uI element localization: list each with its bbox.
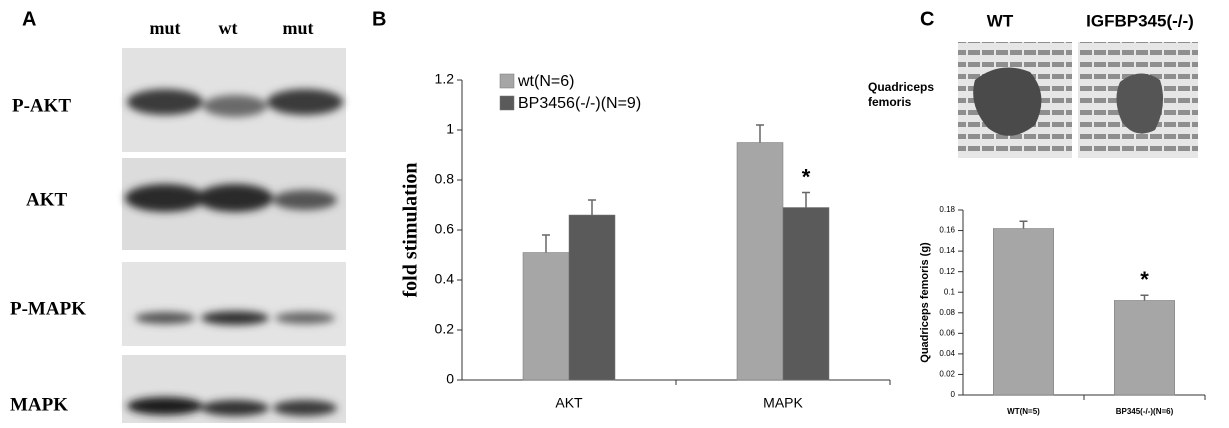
photo-label: WT	[987, 11, 1014, 30]
bar	[736, 142, 784, 381]
y-tick-label: 0.08	[939, 308, 955, 317]
x-tick-label: MAPK	[763, 395, 803, 411]
error-bar	[588, 199, 597, 215]
y-tick-label: 0.4	[435, 271, 455, 287]
row-label: MAPK	[10, 394, 68, 415]
panel-label: C	[920, 8, 934, 30]
row-label: P-MAPK	[10, 298, 86, 319]
row-label: P-AKT	[12, 95, 71, 116]
y-tick-label: 0.8	[435, 171, 455, 187]
error-bar	[1019, 220, 1028, 229]
y-axis-label: Quadriceps femoris (g)	[919, 242, 931, 363]
x-tick-label: WT(N=5)	[1007, 407, 1040, 416]
lane-label: mut	[283, 18, 314, 38]
y-tick-label: 0.6	[435, 221, 455, 237]
lane-label: wt	[219, 18, 238, 38]
y-axis-label: fold stimulation	[400, 162, 422, 297]
row-label: AKT	[26, 189, 68, 210]
bar	[522, 252, 570, 381]
muscle-photos	[958, 42, 1198, 158]
y-tick-label: 0.14	[939, 246, 955, 255]
muscle-label: Quadriceps	[868, 80, 934, 94]
bar	[568, 214, 616, 381]
photo-label: IGFBP345(-/-)	[1086, 11, 1194, 30]
y-tick-label: 0.02	[939, 370, 955, 379]
error-bar	[541, 234, 550, 253]
y-tick-label: 0.06	[939, 328, 955, 337]
bar	[993, 228, 1054, 396]
y-tick-label: 0	[446, 371, 454, 387]
x-tick-label: BP345(-/-)(N=6)	[1116, 407, 1174, 416]
legend-swatch	[499, 73, 515, 89]
error-bar	[1140, 294, 1149, 301]
error-bar	[755, 124, 764, 143]
y-tick-label: 1	[446, 121, 454, 137]
legend-label: BP3456(-/-)(N=9)	[518, 95, 641, 112]
y-tick-label: 0.12	[939, 267, 955, 276]
bar	[1114, 300, 1175, 396]
legend-swatch	[499, 95, 515, 111]
y-tick-label: 0.2	[435, 321, 455, 337]
y-tick-label: 1.2	[435, 71, 455, 87]
y-tick-label: 0.04	[939, 349, 955, 358]
y-tick-label: 0.1	[944, 287, 956, 296]
error-bar	[802, 191, 811, 208]
annotation: *	[1140, 267, 1149, 292]
bar	[782, 207, 830, 381]
annotation: *	[802, 164, 811, 189]
x-tick-label: AKT	[555, 395, 583, 411]
muscle-label: femoris	[868, 95, 912, 109]
blot-images	[122, 48, 346, 423]
panel-label: B	[372, 8, 386, 30]
panel-label: A	[22, 8, 36, 30]
legend-label: wt(N=6)	[517, 73, 574, 90]
y-tick-label: 0.18	[939, 205, 955, 214]
lane-label: mut	[150, 18, 181, 38]
y-tick-label: 0.16	[939, 226, 955, 235]
y-tick-label: 0	[951, 390, 956, 399]
